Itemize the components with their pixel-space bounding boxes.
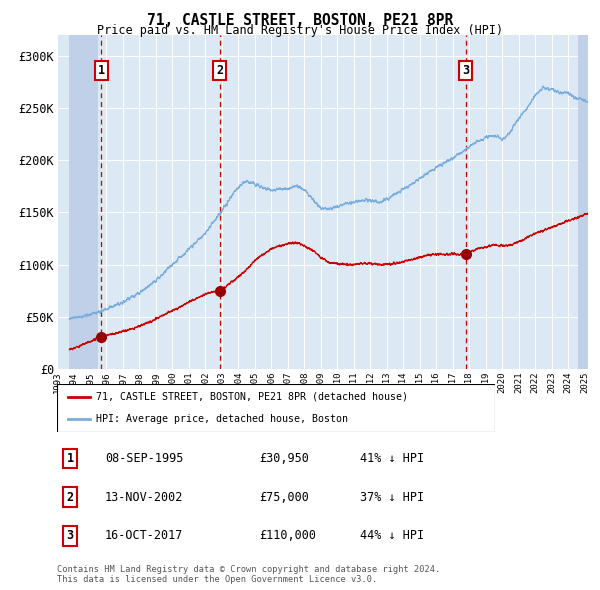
Text: 16-OCT-2017: 16-OCT-2017	[105, 529, 183, 542]
Text: 44% ↓ HPI: 44% ↓ HPI	[359, 529, 424, 542]
Text: 37% ↓ HPI: 37% ↓ HPI	[359, 490, 424, 504]
FancyBboxPatch shape	[57, 384, 495, 432]
Bar	[578, 35, 588, 369]
Text: This data is licensed under the Open Government Licence v3.0.: This data is licensed under the Open Gov…	[57, 575, 377, 584]
Text: 41% ↓ HPI: 41% ↓ HPI	[359, 452, 424, 465]
Text: 3: 3	[462, 64, 469, 77]
Text: 1: 1	[67, 452, 74, 465]
Text: 71, CASTLE STREET, BOSTON, PE21 8PR: 71, CASTLE STREET, BOSTON, PE21 8PR	[147, 13, 453, 28]
Text: Contains HM Land Registry data © Crown copyright and database right 2024.: Contains HM Land Registry data © Crown c…	[57, 565, 440, 574]
Text: £110,000: £110,000	[259, 529, 316, 542]
Bar	[70, 35, 98, 369]
Text: 71, CASTLE STREET, BOSTON, PE21 8PR (detached house): 71, CASTLE STREET, BOSTON, PE21 8PR (det…	[97, 392, 409, 402]
Text: 13-NOV-2002: 13-NOV-2002	[105, 490, 183, 504]
Text: 1: 1	[98, 64, 105, 77]
Text: 2: 2	[67, 490, 74, 504]
Text: 2: 2	[216, 64, 223, 77]
Text: HPI: Average price, detached house, Boston: HPI: Average price, detached house, Bost…	[97, 414, 349, 424]
Text: £30,950: £30,950	[259, 452, 308, 465]
Text: £75,000: £75,000	[259, 490, 308, 504]
Text: 08-SEP-1995: 08-SEP-1995	[105, 452, 183, 465]
Text: Price paid vs. HM Land Registry's House Price Index (HPI): Price paid vs. HM Land Registry's House …	[97, 24, 503, 37]
Text: 3: 3	[67, 529, 74, 542]
